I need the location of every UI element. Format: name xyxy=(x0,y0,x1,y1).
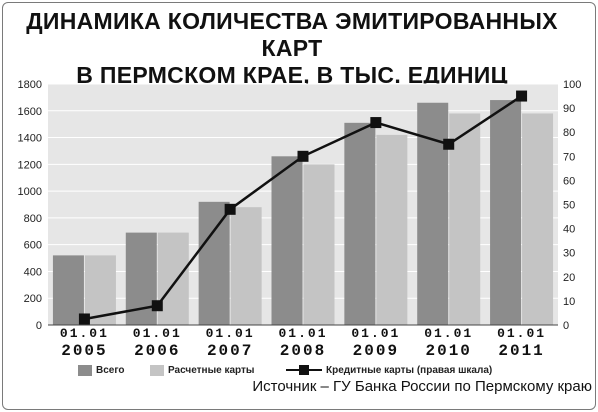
x-tick-label-year: 2011 xyxy=(498,342,544,360)
right-axis-tick-label: 90 xyxy=(563,103,575,115)
right-axis-tick-label: 0 xyxy=(563,320,569,332)
x-tick-label-year: 2009 xyxy=(353,342,399,360)
legend-label-total: Всего xyxy=(96,364,125,376)
left-axis-tick-label: 1200 xyxy=(18,159,42,171)
right-axis-tick-label: 50 xyxy=(563,200,575,212)
legend-swatch-settlement xyxy=(150,364,164,376)
left-axis-tick-label: 200 xyxy=(24,293,42,305)
left-axis-tick-label: 1400 xyxy=(18,133,42,145)
bar-total xyxy=(198,201,230,325)
left-axis-tick-label: 600 xyxy=(24,240,42,252)
right-axis-tick-label: 20 xyxy=(563,272,575,284)
point-credit xyxy=(516,90,528,102)
bar-total xyxy=(490,100,522,325)
point-credit xyxy=(443,138,455,150)
plot-background xyxy=(48,84,558,325)
bar-settlement xyxy=(449,113,481,325)
point-credit xyxy=(297,150,309,162)
legend-label-settlement: Расчетные карты xyxy=(168,364,255,376)
right-axis-tick-label: 80 xyxy=(563,127,575,139)
point-credit xyxy=(151,300,163,312)
x-tick-label-date: 01.01 xyxy=(60,326,109,341)
bar-settlement xyxy=(303,164,335,325)
x-tick-label-date: 01.01 xyxy=(424,326,473,341)
bar-total xyxy=(271,156,303,325)
right-axis-tick-label: 70 xyxy=(563,151,575,163)
left-axis-tick-label: 1800 xyxy=(18,79,42,91)
bar-settlement xyxy=(157,232,189,325)
right-axis-tick-label: 100 xyxy=(563,79,581,91)
right-axis-tick-label: 30 xyxy=(563,248,575,260)
x-tick-label-year: 2005 xyxy=(61,342,107,360)
point-credit xyxy=(224,203,236,215)
legend-swatch-total xyxy=(78,364,92,376)
legend-item-total: Всего xyxy=(78,364,125,376)
bar-settlement xyxy=(230,207,262,325)
x-tick-label-date: 01.01 xyxy=(206,326,255,341)
x-tick-label-date: 01.01 xyxy=(497,326,546,341)
bar-settlement xyxy=(522,113,554,325)
x-tick-label-year: 2008 xyxy=(280,342,326,360)
legend-item-settlement: Расчетные карты xyxy=(150,364,254,376)
left-axis-tick-label: 1600 xyxy=(18,106,42,118)
legend-item-credit: Кредитные карты (правая шкала) xyxy=(286,364,492,376)
x-tick-label-year: 2007 xyxy=(207,342,253,360)
left-axis-tick-label: 800 xyxy=(24,213,42,225)
plot-area: 0 200 400 600 800 1000 1200 1400 1600 1800 0 10 20 30… xyxy=(18,79,582,360)
x-tick-label-date: 01.01 xyxy=(278,326,327,341)
left-axis-tick-label: 400 xyxy=(24,266,42,278)
x-tick-label-year: 2010 xyxy=(426,342,472,360)
source-note: Источник – ГУ Банка России по Пермскому … xyxy=(252,378,592,395)
x-tick-label-year: 2006 xyxy=(134,342,180,360)
point-credit xyxy=(78,313,90,325)
bar-total xyxy=(52,255,84,325)
bar-total xyxy=(344,122,376,325)
x-tick-label-date: 01.01 xyxy=(351,326,400,341)
right-axis-tick-label: 10 xyxy=(563,296,575,308)
right-axis-tick-label: 40 xyxy=(563,224,575,236)
bar-settlement xyxy=(376,134,408,325)
point-credit xyxy=(370,117,382,129)
x-tick-label-date: 01.01 xyxy=(133,326,182,341)
left-axis-tick-label: 1000 xyxy=(18,186,42,198)
left-axis-tick-label: 0 xyxy=(36,320,42,332)
legend-label-credit: Кредитные карты (правая шкала) xyxy=(326,364,493,376)
legend-marker-credit xyxy=(286,365,322,375)
right-axis-tick-label: 60 xyxy=(563,175,575,187)
